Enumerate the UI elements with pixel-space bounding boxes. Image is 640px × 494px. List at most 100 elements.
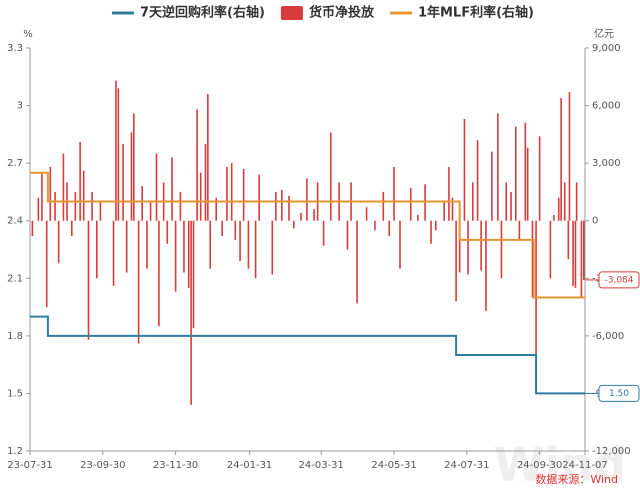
bar (399, 220, 401, 269)
bar (526, 147, 529, 221)
bar (96, 220, 98, 279)
bar (91, 191, 93, 221)
line (30, 315, 585, 395)
bar (572, 220, 574, 286)
bar (179, 191, 182, 221)
bar (472, 182, 474, 221)
bar (485, 220, 487, 311)
bar (258, 174, 260, 221)
bar (393, 166, 395, 221)
bar (166, 220, 169, 244)
bar (149, 201, 152, 221)
x-tick-label: 23-07-31 (7, 460, 52, 471)
bar (531, 220, 534, 298)
bar (49, 166, 52, 221)
bar (514, 126, 517, 221)
bar (37, 197, 40, 221)
bar (209, 220, 212, 269)
bar (583, 220, 585, 280)
line (30, 171, 585, 299)
value-label: 1.50 (609, 389, 629, 399)
bar (281, 190, 283, 221)
bar (187, 220, 190, 288)
x-tick-label: 24-05-31 (371, 460, 416, 471)
bar (518, 220, 521, 240)
bar (31, 220, 34, 237)
bar (463, 119, 466, 221)
bar (491, 151, 493, 221)
bar (271, 220, 274, 275)
legend-text: 货币净投放 (309, 5, 375, 21)
bar (574, 220, 577, 288)
bar (45, 220, 48, 308)
y-tick-label: 3.3 (7, 43, 23, 54)
bar (115, 80, 117, 221)
bar (300, 213, 302, 221)
bar (141, 186, 143, 221)
legend-text: 1年MLF利率(右轴) (418, 5, 534, 21)
y-tick-label: 1.2 (7, 446, 23, 457)
bar (190, 220, 192, 405)
bar (199, 172, 202, 221)
bar (70, 220, 73, 237)
y-tick-label: 2.4 (7, 216, 23, 227)
bar (133, 113, 135, 221)
bar (535, 220, 537, 390)
bar (112, 220, 115, 286)
bar (221, 220, 223, 237)
x-tick-label: 24-01-31 (227, 460, 272, 471)
x-tick-label: 23-09-30 (80, 460, 125, 471)
y2-tick-label: 3,000 (592, 158, 621, 169)
y-tick-label: 1.5 (7, 388, 23, 399)
y2-tick-label: 9,000 (592, 43, 621, 54)
bar (226, 166, 228, 221)
bar (99, 201, 102, 221)
bar (87, 220, 90, 340)
bar (557, 197, 560, 221)
y2-tick-label: 0 (592, 216, 598, 227)
bar (505, 182, 508, 221)
bar (54, 191, 56, 221)
bar (500, 220, 503, 279)
bar (374, 220, 376, 231)
y-unit: % (23, 29, 33, 40)
bar (346, 220, 349, 250)
value-label: -3,084 (604, 275, 633, 285)
bar (580, 220, 583, 298)
bar (239, 220, 241, 262)
bar (417, 214, 419, 221)
bar (247, 220, 250, 269)
y-tick-label: 2.1 (7, 273, 23, 284)
bar (322, 220, 325, 246)
y-tick-label: 2.7 (7, 158, 23, 169)
bar (130, 132, 133, 221)
bar (230, 163, 233, 221)
bar (292, 220, 295, 229)
bar (82, 170, 85, 221)
bar (146, 220, 148, 269)
x-tick-label: 23-11-30 (153, 460, 198, 471)
y2-tick-label: 6,000 (592, 101, 621, 112)
bar (467, 220, 469, 275)
bar (41, 172, 43, 221)
bar (455, 220, 457, 302)
bar (125, 220, 128, 273)
bar (183, 220, 185, 273)
bar (155, 153, 158, 221)
bar (313, 209, 315, 221)
bar (388, 220, 391, 237)
bar (356, 220, 358, 304)
bar (448, 166, 450, 221)
bar (560, 97, 562, 221)
bar (563, 182, 566, 221)
bar (62, 153, 65, 221)
bar (158, 220, 160, 327)
bar (174, 220, 177, 292)
x-tick-label: 24-09-30 (517, 460, 562, 471)
bar (122, 143, 124, 221)
bar (137, 220, 140, 344)
bar (510, 191, 512, 221)
bar (275, 191, 277, 221)
bar (409, 188, 412, 221)
